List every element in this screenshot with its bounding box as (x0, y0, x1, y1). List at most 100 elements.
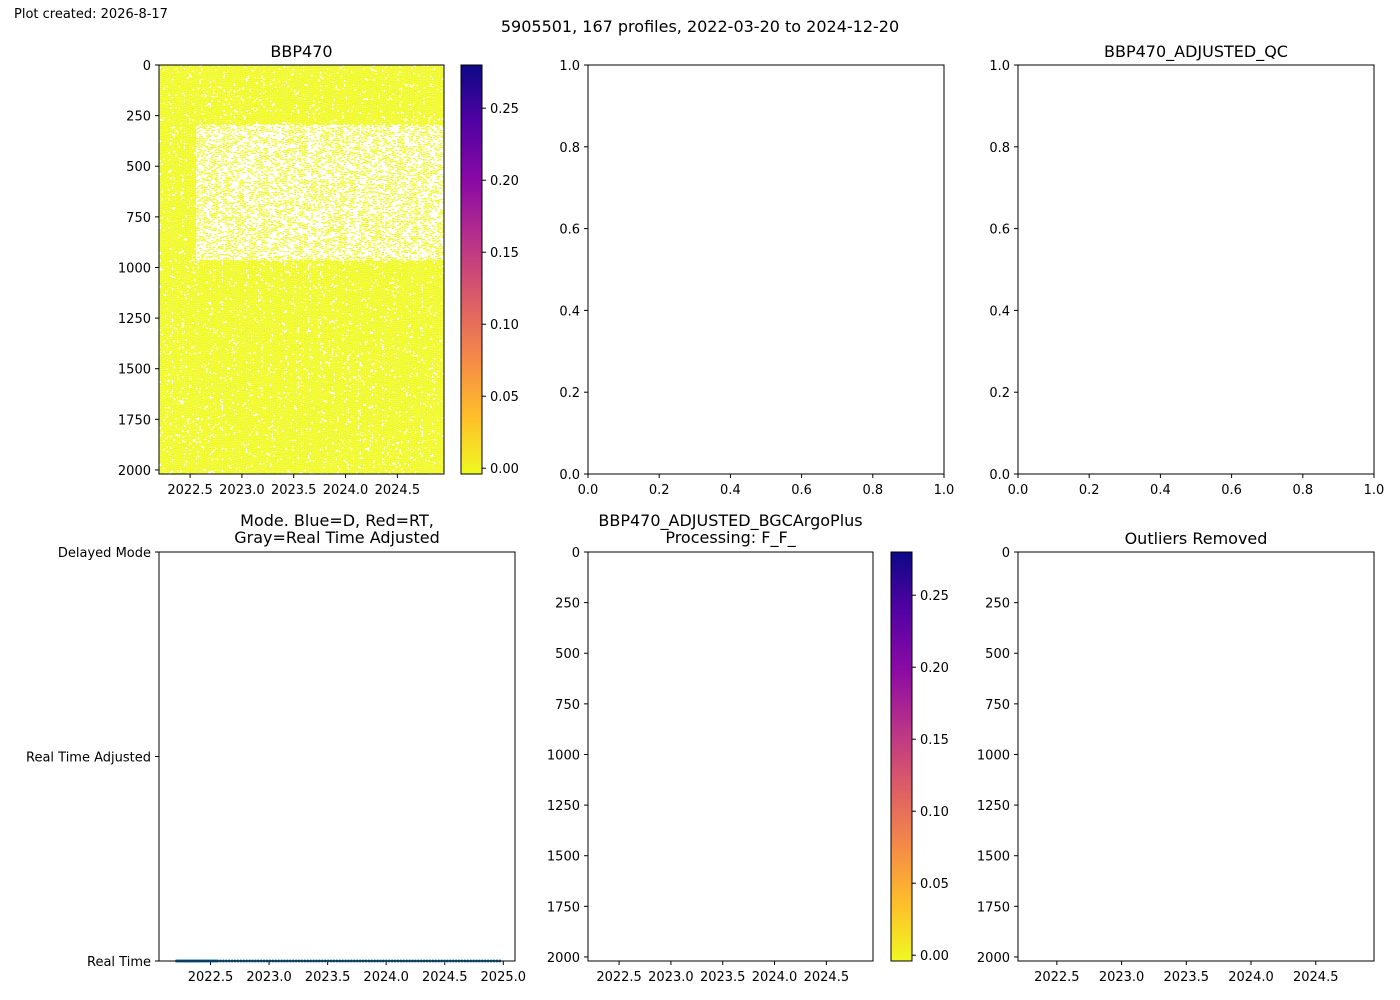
heatmap-cell (173, 215, 176, 217)
heatmap-cell (176, 231, 179, 233)
heatmap-cell (167, 70, 171, 73)
heatmap-cell (166, 248, 169, 251)
heatmap-cell (176, 253, 179, 255)
heatmap-cell (198, 430, 202, 433)
heatmap-cell (176, 450, 179, 453)
heatmap-cell (166, 228, 169, 231)
heatmap-cell (166, 95, 169, 97)
heatmap-cell (159, 138, 162, 141)
heatmap-cell (190, 102, 193, 105)
heatmap-cell (160, 176, 164, 179)
heatmap-cell (164, 383, 167, 386)
heatmap-cell (169, 317, 172, 320)
heatmap-cell (166, 302, 169, 305)
heatmap-cell (159, 349, 162, 352)
heatmap-cell (185, 212, 188, 214)
heatmap-cell (159, 211, 162, 213)
heatmap-cell (183, 263, 186, 266)
heatmap-cell (179, 107, 183, 109)
heatmap-cell (160, 420, 164, 423)
heatmap-cell (169, 333, 172, 335)
heatmap-cell (173, 417, 176, 419)
heatmap-cell (178, 111, 181, 113)
heatmap-cell (185, 221, 188, 224)
heatmap-cell (176, 327, 179, 330)
heatmap-cell (179, 82, 183, 84)
heatmap-cell (179, 228, 183, 231)
heatmap-cell (185, 217, 188, 220)
heatmap-cell (185, 198, 188, 200)
heatmap-cell (171, 444, 174, 447)
heatmap-cell (171, 229, 174, 231)
heatmap-cell (169, 280, 172, 282)
heatmap-cell (174, 432, 178, 435)
heatmap-cell (185, 301, 188, 303)
heatmap-cell (193, 206, 197, 208)
heatmap-cell (183, 129, 186, 132)
heatmap-cell (167, 79, 171, 82)
heatmap-cell (185, 253, 188, 256)
heatmap-cell (185, 100, 188, 103)
heatmap-cell (169, 66, 172, 68)
heatmap-cell (185, 304, 188, 307)
heatmap-cell (164, 169, 167, 172)
heatmap-cell (166, 286, 169, 289)
heatmap-cell (164, 419, 167, 421)
heatmap-cell (166, 304, 169, 306)
heatmap-cell (171, 402, 174, 405)
heatmap-cell (169, 105, 172, 107)
heatmap-cell (162, 115, 166, 118)
heatmap-cell (181, 217, 184, 220)
heatmap-cell (166, 78, 169, 80)
heatmap-cell (183, 420, 186, 422)
heatmap-cell (174, 295, 178, 298)
heatmap-cell (169, 377, 172, 380)
heatmap-cell (181, 258, 184, 261)
y-tick-label: 1500 (118, 363, 151, 378)
heatmap-cell (185, 303, 188, 305)
heatmap-cell (178, 98, 181, 100)
heatmap-cell (171, 185, 174, 187)
heatmap-cell (190, 146, 193, 149)
y-tick-label: 1250 (118, 312, 151, 327)
heatmap-cell (174, 452, 178, 454)
heatmap-cell (173, 250, 176, 253)
heatmap-cell (162, 232, 166, 234)
heatmap-cell (162, 271, 166, 274)
heatmap-cell (164, 352, 167, 354)
heatmap-cell (178, 301, 181, 303)
heatmap-cell (174, 366, 178, 368)
heatmap-cell (159, 317, 162, 320)
heatmap-cell (164, 319, 167, 321)
heatmap-cell (185, 179, 188, 181)
heatmap-cell (176, 108, 179, 111)
heatmap-cell (166, 427, 169, 429)
heatmap-cell (193, 250, 197, 252)
heatmap-cell (174, 421, 178, 424)
heatmap-cell (176, 365, 179, 368)
heatmap-cell (185, 208, 188, 211)
heatmap-cell (159, 82, 162, 85)
heatmap-cell (193, 244, 197, 247)
heatmap-cell (159, 214, 162, 217)
heatmap-cell (179, 408, 183, 410)
heatmap-cell (181, 314, 184, 316)
heatmap-cell (174, 110, 178, 113)
heatmap-cell (174, 466, 178, 469)
x-tick-label: 2022.5 (167, 483, 213, 498)
heatmap-cell (173, 238, 176, 240)
heatmap-cell (162, 300, 166, 302)
heatmap-cell (176, 383, 179, 386)
heatmap-cell (166, 399, 169, 402)
heatmap-cell (190, 118, 193, 120)
heatmap-cell (164, 346, 167, 348)
heatmap-cell (159, 111, 162, 113)
heatmap-cell (173, 462, 176, 464)
heatmap-cell (173, 338, 176, 341)
heatmap-cell (166, 468, 169, 471)
heatmap-cell (176, 175, 179, 177)
heatmap-cell (159, 85, 162, 88)
heatmap-cell (162, 432, 166, 434)
heatmap-cell (176, 141, 179, 143)
heatmap-cell (179, 223, 183, 225)
